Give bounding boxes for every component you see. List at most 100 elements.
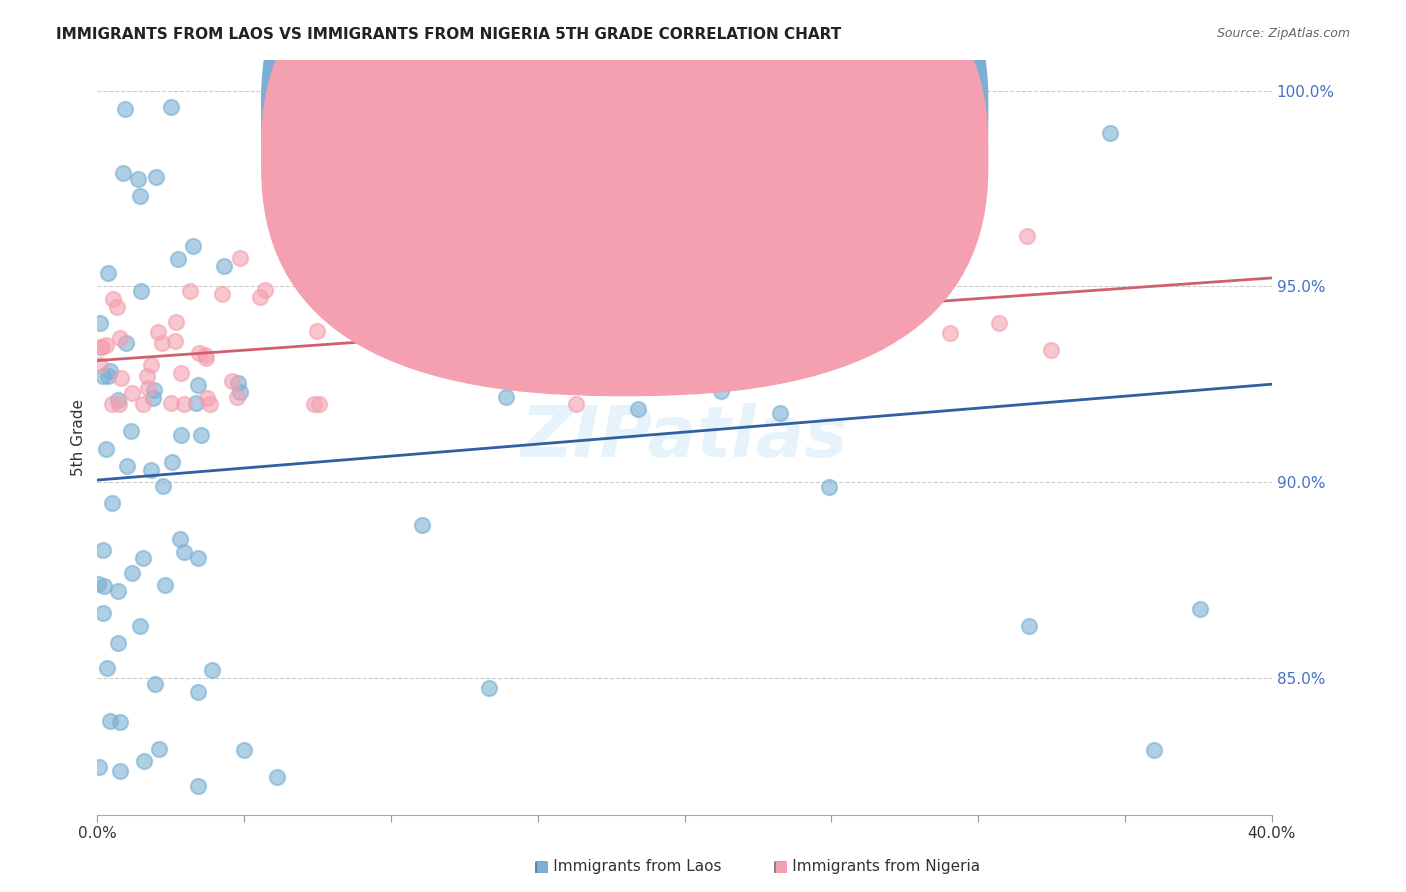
Point <box>159 396 181 410</box>
Point <box>93 579 115 593</box>
Point <box>128 188 150 202</box>
Point <box>129 284 152 298</box>
Point <box>173 397 195 411</box>
Point <box>136 369 159 384</box>
Point <box>107 636 129 650</box>
Point <box>187 377 209 392</box>
Point <box>226 376 249 390</box>
Point <box>495 390 517 404</box>
Point <box>772 310 794 324</box>
Point <box>818 480 841 494</box>
Point <box>141 462 163 476</box>
Point <box>170 427 193 442</box>
Point <box>110 331 132 345</box>
Point <box>162 455 184 469</box>
Point <box>198 397 221 411</box>
Point <box>160 100 183 114</box>
Point <box>101 397 124 411</box>
Point <box>1018 619 1040 633</box>
Point <box>194 351 217 365</box>
Point <box>523 96 546 111</box>
Y-axis label: 5th Grade: 5th Grade <box>72 399 86 475</box>
Point <box>97 266 120 280</box>
Point <box>136 381 159 395</box>
Point <box>195 392 218 406</box>
Point <box>146 325 169 339</box>
Point <box>420 349 443 363</box>
Point <box>187 779 209 793</box>
Point <box>179 284 201 298</box>
Point <box>253 283 276 297</box>
Point <box>225 390 247 404</box>
Point <box>87 760 110 774</box>
Point <box>143 677 166 691</box>
Point <box>478 681 501 695</box>
Point <box>89 358 111 372</box>
Point <box>987 317 1010 331</box>
Point <box>1189 601 1212 615</box>
Point <box>107 301 129 315</box>
Point <box>249 290 271 304</box>
Point <box>167 252 190 266</box>
Point <box>599 285 621 299</box>
Point <box>111 166 134 180</box>
Text: Source: ZipAtlas.com: Source: ZipAtlas.com <box>1216 27 1350 40</box>
Point <box>212 259 235 273</box>
Point <box>170 366 193 380</box>
Point <box>142 383 165 397</box>
FancyBboxPatch shape <box>262 0 987 351</box>
Point <box>789 359 811 373</box>
Point <box>132 550 155 565</box>
Point <box>963 161 986 176</box>
Point <box>115 459 138 474</box>
Point <box>100 714 122 728</box>
Point <box>89 316 111 330</box>
Point <box>91 340 114 354</box>
Text: ZIPatlas: ZIPatlas <box>522 402 848 472</box>
Point <box>96 660 118 674</box>
Point <box>744 243 766 257</box>
Text: ■ Immigrants from Laos: ■ Immigrants from Laos <box>534 859 721 874</box>
Point <box>173 545 195 559</box>
Point <box>776 132 799 146</box>
Point <box>107 583 129 598</box>
Point <box>121 386 143 401</box>
Point <box>233 743 256 757</box>
Point <box>121 566 143 580</box>
Point <box>821 308 844 322</box>
Text: ■: ■ <box>534 859 548 874</box>
Text: ■: ■ <box>773 859 787 874</box>
Point <box>91 606 114 620</box>
Point <box>211 287 233 301</box>
Point <box>492 315 515 329</box>
Point <box>184 396 207 410</box>
Point <box>415 278 437 293</box>
Point <box>581 287 603 301</box>
Point <box>148 741 170 756</box>
Point <box>142 392 165 406</box>
Point <box>91 543 114 558</box>
Point <box>200 663 222 677</box>
Point <box>468 228 491 243</box>
Point <box>110 714 132 729</box>
Point <box>110 371 132 385</box>
Point <box>187 685 209 699</box>
Point <box>132 397 155 411</box>
Point <box>114 335 136 350</box>
Point <box>107 393 129 408</box>
Point <box>152 479 174 493</box>
Point <box>128 619 150 633</box>
Point <box>190 428 212 442</box>
Point <box>769 406 792 420</box>
Point <box>188 346 211 360</box>
Point <box>120 424 142 438</box>
Text: IMMIGRANTS FROM LAOS VS IMMIGRANTS FROM NIGERIA 5TH GRADE CORRELATION CHART: IMMIGRANTS FROM LAOS VS IMMIGRANTS FROM … <box>56 27 841 42</box>
Point <box>305 324 328 338</box>
Point <box>145 169 167 184</box>
Point <box>97 369 120 384</box>
Point <box>101 496 124 510</box>
Point <box>139 358 162 372</box>
Point <box>155 577 177 591</box>
Point <box>472 256 495 270</box>
Point <box>302 397 325 411</box>
